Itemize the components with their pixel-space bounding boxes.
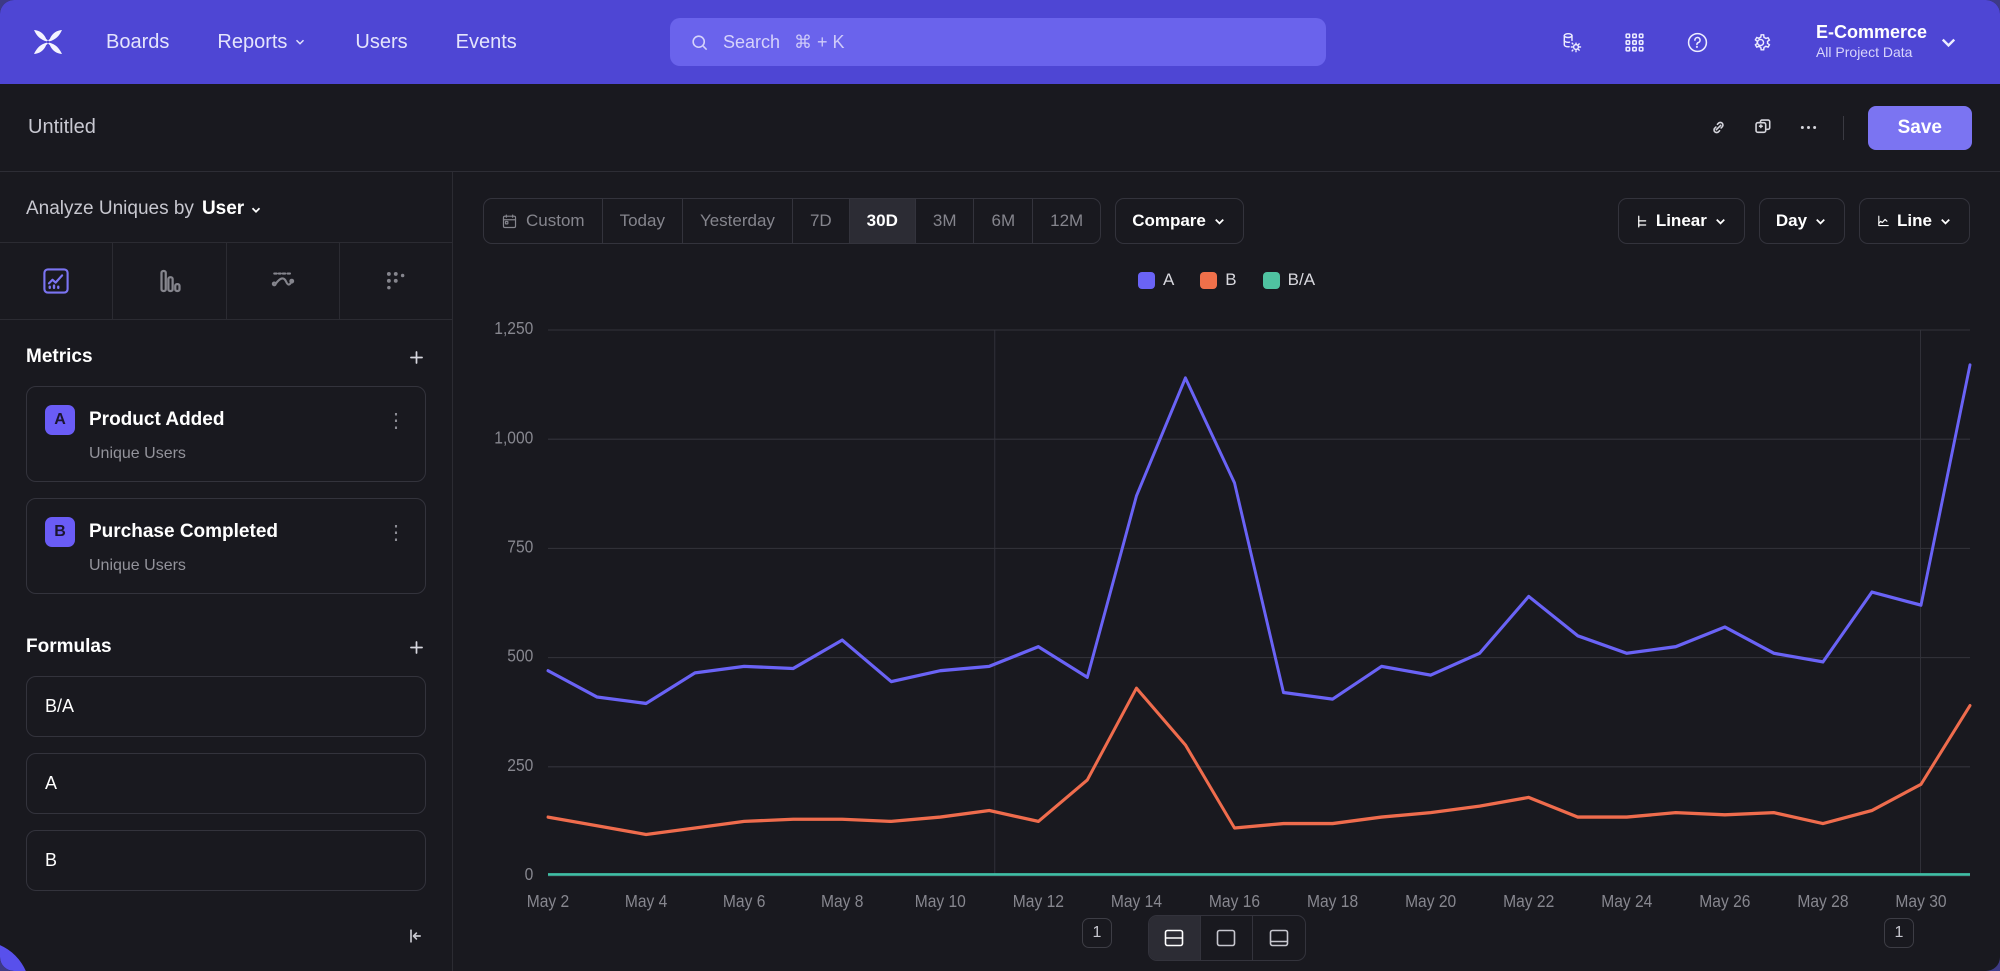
svg-text:1,000: 1,000 [494,427,533,447]
svg-text:May 16: May 16 [1209,891,1260,911]
svg-text:250: 250 [507,755,533,775]
svg-text:0: 0 [525,864,534,884]
svg-text:May 4: May 4 [625,891,667,911]
svg-text:May 14: May 14 [1111,891,1162,911]
svg-text:May 20: May 20 [1405,891,1456,911]
svg-text:1,250: 1,250 [494,318,533,338]
svg-text:May 26: May 26 [1699,891,1750,911]
svg-text:May 2: May 2 [527,891,569,911]
svg-text:May 24: May 24 [1601,891,1652,911]
svg-text:May 10: May 10 [915,891,966,911]
svg-text:May 18: May 18 [1307,891,1358,911]
svg-text:May 28: May 28 [1797,891,1848,911]
svg-text:500: 500 [507,646,533,666]
svg-text:May 8: May 8 [821,891,863,911]
svg-text:May 12: May 12 [1013,891,1064,911]
svg-text:May 30: May 30 [1895,891,1946,911]
svg-text:May 22: May 22 [1503,891,1554,911]
svg-text:May 6: May 6 [723,891,765,911]
svg-text:750: 750 [507,537,533,557]
